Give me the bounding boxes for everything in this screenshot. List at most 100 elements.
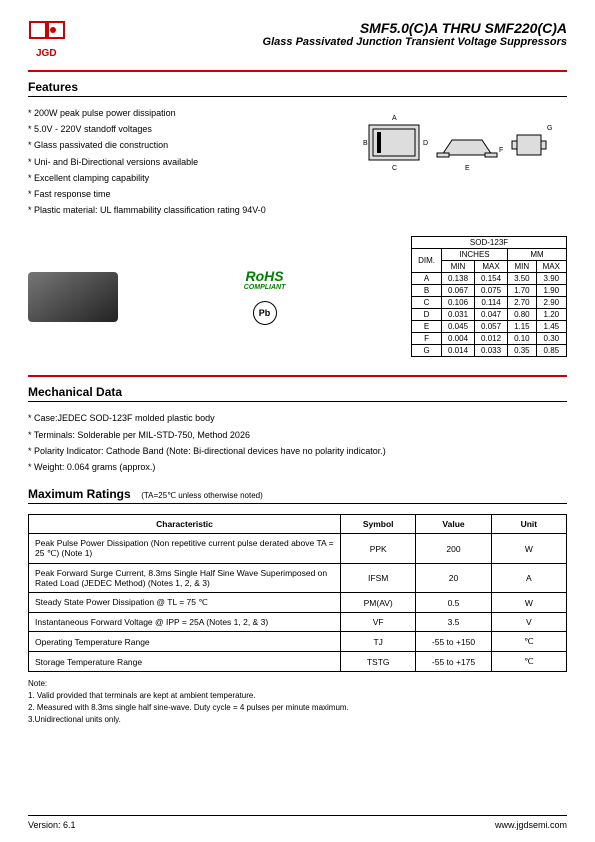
ratings-col: Value: [416, 515, 491, 534]
dim-col: INCHES: [442, 249, 508, 261]
ul-badge: Pb: [253, 301, 277, 325]
dim-cell: 3.90: [536, 273, 566, 285]
feature-item: Fast response time: [28, 186, 266, 202]
dim-cell: 0.138: [442, 273, 475, 285]
note-item: 1. Valid provided that terminals are kep…: [28, 690, 567, 702]
main-title: SMF5.0(C)A THRU SMF220(C)A: [263, 20, 567, 36]
header: JGD SMF5.0(C)A THRU SMF220(C)A Glass Pas…: [28, 20, 567, 62]
footer-url: www.jgdsemi.com: [495, 820, 567, 830]
ratings-unit: ℃: [491, 632, 566, 652]
dim-cell: 3.50: [508, 273, 537, 285]
dim-cell: 0.014: [442, 345, 475, 357]
ratings-sym: IFSM: [341, 564, 416, 593]
svg-text:E: E: [465, 165, 470, 172]
ratings-body: Peak Pulse Power Dissipation (Non repeti…: [29, 534, 567, 672]
dim-cell: 1.70: [508, 285, 537, 297]
ratings-sym: TSTG: [341, 652, 416, 672]
svg-text:JGD: JGD: [36, 48, 57, 59]
mech-item: Case:JEDEC SOD-123F molded plastic body: [28, 410, 567, 426]
dim-col: DIM.: [412, 249, 442, 273]
ratings-heading: Maximum Ratings: [28, 487, 131, 501]
dim-cell: 0.154: [475, 273, 508, 285]
feature-item: 5.0V - 220V standoff voltages: [28, 121, 266, 137]
dim-cell: 0.80: [508, 309, 537, 321]
ratings-table: Characteristic Symbol Value Unit Peak Pu…: [28, 514, 567, 672]
header-divider: [28, 70, 567, 72]
svg-text:F: F: [499, 147, 503, 154]
ratings-val: 200: [416, 534, 491, 564]
ratings-col: Unit: [491, 515, 566, 534]
ratings-char: Steady State Power Dissipation @ TL = 75…: [29, 593, 341, 613]
ratings-unit: W: [491, 534, 566, 564]
ratings-char: Peak Pulse Power Dissipation (Non repeti…: [29, 534, 341, 564]
ratings-unit: ℃: [491, 652, 566, 672]
svg-text:A: A: [392, 115, 397, 122]
dim-cell: 0.85: [536, 345, 566, 357]
ratings-val: -55 to +175: [416, 652, 491, 672]
package-diagram: B A C D E F G: [347, 105, 567, 185]
subtitle: Glass Passivated Junction Transient Volt…: [263, 36, 567, 48]
dim-cell: 0.067: [442, 285, 475, 297]
dim-cell: A: [412, 273, 442, 285]
ratings-sym: TJ: [341, 632, 416, 652]
dim-cell: C: [412, 297, 442, 309]
dim-cell: F: [412, 333, 442, 345]
dim-body: A0.1380.1543.503.90B0.0670.0751.701.90C0…: [412, 273, 567, 357]
svg-text:D: D: [423, 140, 428, 147]
dim-col: MM: [508, 249, 567, 261]
rohs-text: RoHS: [245, 268, 283, 284]
dim-col: MAX: [536, 261, 566, 273]
features-list: 200W peak pulse power dissipation 5.0V -…: [28, 105, 266, 218]
dim-cell: 0.033: [475, 345, 508, 357]
ratings-val: -55 to +150: [416, 632, 491, 652]
dim-col: MIN: [508, 261, 537, 273]
dim-cell: 2.90: [536, 297, 566, 309]
divider: [28, 375, 567, 377]
mechanical-heading: Mechanical Data: [28, 385, 567, 402]
ratings-sym: PM(AV): [341, 593, 416, 613]
mid-row: RoHS COMPLIANT Pb SOD-123F DIM. INCHES M…: [28, 236, 567, 357]
ratings-col: Characteristic: [29, 515, 341, 534]
dim-cell: 0.10: [508, 333, 537, 345]
ratings-unit: A: [491, 564, 566, 593]
ratings-sym: VF: [341, 613, 416, 632]
version-text: Version: 6.1: [28, 820, 76, 830]
features-row: 200W peak pulse power dissipation 5.0V -…: [28, 105, 567, 218]
dim-cell: 0.106: [442, 297, 475, 309]
dim-cell: 1.20: [536, 309, 566, 321]
dim-cell: 0.114: [475, 297, 508, 309]
dim-cell: 0.004: [442, 333, 475, 345]
feature-item: 200W peak pulse power dissipation: [28, 105, 266, 121]
dim-cell: 1.15: [508, 321, 537, 333]
dim-cell: 1.45: [536, 321, 566, 333]
ratings-condition: (TA=25℃ unless otherwise noted): [141, 491, 263, 500]
dim-col: MIN: [442, 261, 475, 273]
note-item: 2. Measured with 8.3ms single half sine-…: [28, 702, 567, 714]
cert-badges: RoHS COMPLIANT Pb: [244, 268, 286, 325]
svg-text:B: B: [363, 140, 368, 147]
mech-item: Polarity Indicator: Cathode Band (Note: …: [28, 443, 567, 459]
dim-cell: 0.045: [442, 321, 475, 333]
dim-cell: 0.30: [536, 333, 566, 345]
dim-cell: 0.057: [475, 321, 508, 333]
title-group: SMF5.0(C)A THRU SMF220(C)A Glass Passiva…: [263, 20, 567, 48]
dim-cell: 0.012: [475, 333, 508, 345]
dimension-table: SOD-123F DIM. INCHES MM MIN MAX MIN MAX …: [411, 236, 567, 357]
svg-text:G: G: [547, 125, 552, 132]
ratings-sym: PPK: [341, 534, 416, 564]
dim-cell: B: [412, 285, 442, 297]
dim-cell: D: [412, 309, 442, 321]
feature-item: Excellent clamping capability: [28, 170, 266, 186]
dim-cell: 1.90: [536, 285, 566, 297]
rohs-sub: COMPLIANT: [244, 284, 286, 291]
ratings-val: 20: [416, 564, 491, 593]
feature-item: Uni- and Bi-Directional versions availab…: [28, 154, 266, 170]
dim-cell: E: [412, 321, 442, 333]
mech-item: Weight: 0.064 grams (approx.): [28, 459, 567, 475]
ratings-val: 3.5: [416, 613, 491, 632]
ratings-unit: V: [491, 613, 566, 632]
ratings-unit: W: [491, 593, 566, 613]
dim-cell: G: [412, 345, 442, 357]
notes-heading: Note:: [28, 678, 567, 690]
mech-item: Terminals: Solderable per MIL-STD-750, M…: [28, 427, 567, 443]
